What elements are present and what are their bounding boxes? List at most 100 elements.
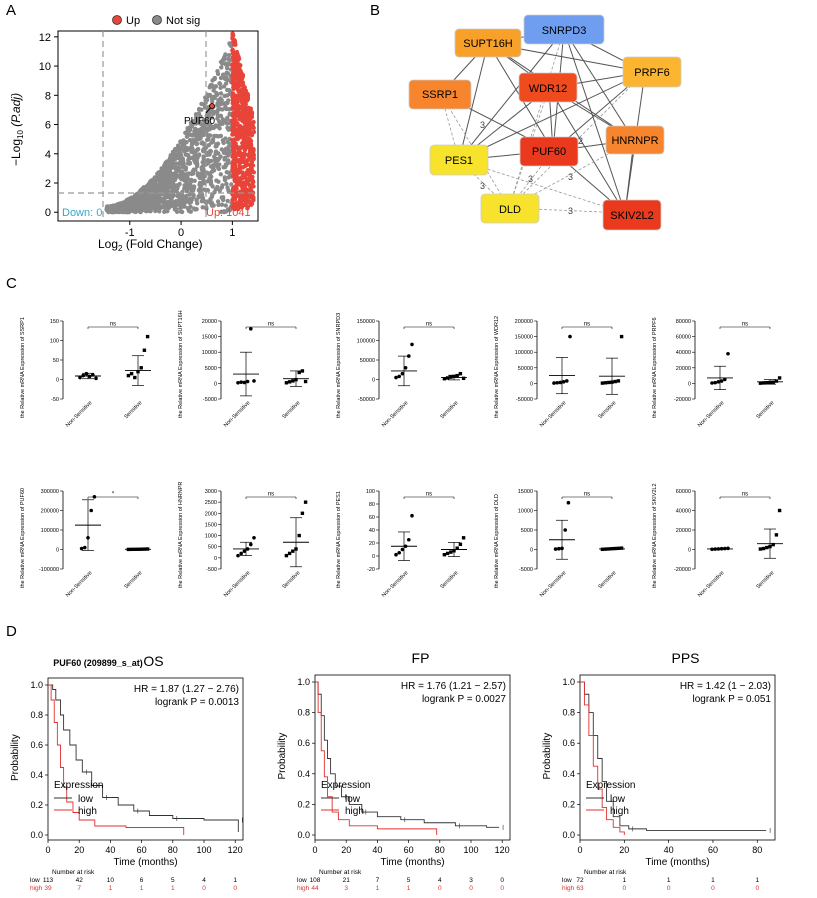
y-axis-label: Probability <box>277 733 288 780</box>
nonsensitive-point <box>78 375 82 380</box>
risk-low-label: low <box>30 877 40 884</box>
sensitive-point <box>777 508 782 513</box>
notsig-point <box>226 53 232 58</box>
x-tick-label: 80 <box>435 845 445 855</box>
risk-high-label: high <box>30 885 43 892</box>
up-point <box>243 109 249 114</box>
y-tick-label: -5000 <box>519 567 533 573</box>
notsig-point <box>107 208 113 213</box>
edge <box>508 29 565 209</box>
y-tick-label: 50 <box>53 358 59 364</box>
node-box <box>454 28 522 58</box>
volcano-ylabel: −Log10 (P.adj) <box>9 93 25 166</box>
x-tick-label: 100 <box>196 845 211 855</box>
y-tick-label: 0.0 <box>297 830 310 840</box>
x-category-label: Non-Sensitive <box>381 570 409 598</box>
legend-high-label: high <box>345 806 364 817</box>
notsig-point <box>226 88 232 93</box>
notsig-point <box>221 140 226 145</box>
nonsensitive-point <box>407 537 411 542</box>
sensitive-point <box>761 381 766 385</box>
notsig-point <box>218 85 223 91</box>
notsig-point <box>210 137 216 142</box>
sensitive-point <box>297 370 301 375</box>
sensitive-point <box>445 551 450 556</box>
notsig-point <box>207 133 213 138</box>
plot-frame <box>314 674 511 841</box>
notsig-point <box>227 58 233 63</box>
sensitive-point <box>603 381 608 385</box>
significance-label: ns <box>742 322 748 328</box>
notsig-point <box>209 158 214 164</box>
notsig-point <box>197 174 202 179</box>
node-label: PES1 <box>445 155 473 167</box>
nonsensitive-point <box>557 546 561 551</box>
edge-label: 3 <box>568 172 573 182</box>
notsig-point <box>201 181 207 186</box>
risk-low-count: 5 <box>407 877 411 884</box>
risk-low-count: 4 <box>202 877 206 884</box>
up-point <box>250 174 255 180</box>
notsig-point <box>191 194 196 200</box>
sensitive-point <box>129 371 134 376</box>
notsig-point <box>165 174 171 179</box>
x-category-label: Non-Sensitive <box>223 400 251 428</box>
notsig-point <box>179 146 184 152</box>
notsig-point <box>217 120 222 125</box>
up-point <box>233 113 238 118</box>
x-category-label: Non-Sensitive <box>65 400 93 428</box>
y-tick-label: 60 <box>369 515 375 521</box>
nonsensitive-point <box>713 380 717 385</box>
notsig-point <box>136 191 141 196</box>
up-point <box>245 132 251 138</box>
up-point <box>251 129 257 135</box>
nonsensitive-point <box>719 379 724 383</box>
nonsensitive-point <box>400 371 405 376</box>
notsig-point <box>122 205 127 210</box>
nonsensitive-point <box>397 374 402 379</box>
up-point <box>230 91 236 96</box>
sensitive-point <box>613 379 617 384</box>
risk-high-label: high <box>297 885 310 892</box>
sensitive-point <box>458 542 463 546</box>
nonsensitive-point <box>79 546 84 551</box>
risk-high-count: 1 <box>407 885 411 892</box>
up-point <box>232 170 238 175</box>
y-tick-label: 10000 <box>518 509 533 515</box>
network-edges <box>440 29 646 214</box>
notsig-point <box>223 203 228 208</box>
scatter-plot-snrpd3: -50000 0 50000 100000 150000 ns Non-Sensitive S… <box>336 313 467 429</box>
risk-low-count: 42 <box>76 877 84 884</box>
x-tick-label: 0 <box>577 845 582 855</box>
up-point <box>241 129 247 134</box>
risk-low-count: 6 <box>140 877 144 884</box>
notsig-point <box>179 209 185 215</box>
sensitive-point <box>297 533 301 538</box>
node-snrpd3: SNRPD3 <box>523 14 605 45</box>
notsig-point <box>191 167 196 172</box>
up-point <box>240 95 245 101</box>
notsig-point <box>184 134 190 139</box>
y-axis-label: the Relative mRNA Expression of SUPT16H <box>178 310 184 418</box>
x-axis-label: Time (months) <box>113 857 177 868</box>
notsig-point <box>114 206 119 211</box>
notsig-point <box>175 143 181 148</box>
legend-notsig-marker <box>152 15 162 25</box>
scatter-plot-pes1: -20 0 20 40 60 80 100 ns Non-Sensitive Sensitive t… <box>336 489 467 599</box>
nonsensitive-point <box>245 379 250 384</box>
x-tick-label: 80 <box>168 845 178 855</box>
notsig-point <box>183 165 189 170</box>
notsig-point <box>151 178 156 183</box>
significance-label: ns <box>110 322 116 328</box>
node-hnrnpr: HNRNPR <box>605 125 665 155</box>
notsig-point <box>195 147 200 152</box>
y-tick-label: 1.0 <box>297 677 310 687</box>
notsig-point <box>214 133 219 139</box>
hazard-ratio: HR = 1.42 (1 − 2.03) <box>680 681 771 692</box>
y-tick-label: 100000 <box>41 528 59 534</box>
legend-low-label: low <box>345 794 361 805</box>
nonsensitive-point <box>553 547 558 551</box>
y-tick-label: 150000 <box>515 335 533 341</box>
risk-high-count: 1 <box>109 885 113 892</box>
nonsensitive-point <box>242 549 247 553</box>
